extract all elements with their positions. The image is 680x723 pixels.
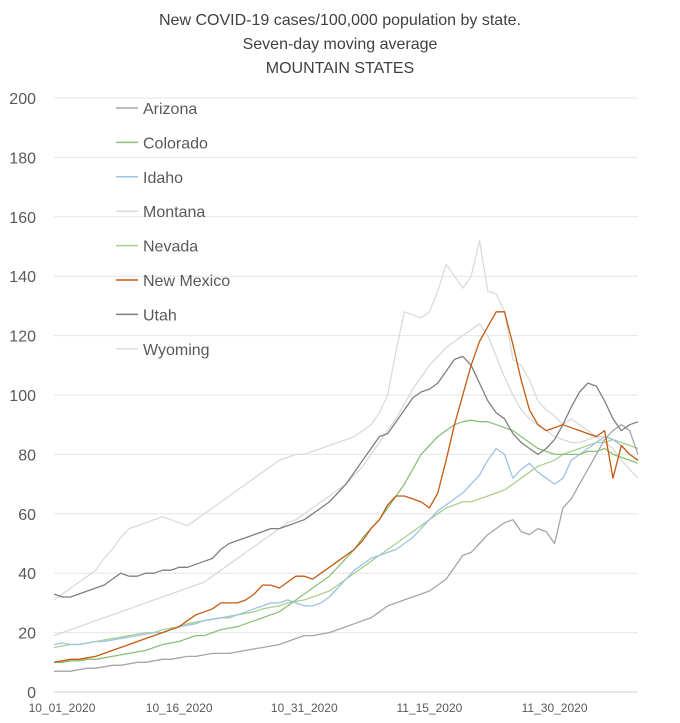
y-tick-label: 0 bbox=[27, 685, 36, 702]
y-tick-label: 140 bbox=[9, 269, 36, 286]
y-tick-label: 40 bbox=[18, 566, 36, 583]
series-line-wyoming bbox=[53, 239, 639, 601]
y-tick-label: 120 bbox=[9, 329, 36, 346]
y-tick-label: 100 bbox=[9, 388, 36, 405]
series-line-colorado bbox=[54, 419, 639, 663]
y-tick-label: 80 bbox=[18, 447, 36, 464]
legend-label: Nevada bbox=[143, 239, 198, 256]
x-tick-label: 10_16_2020 bbox=[146, 701, 213, 715]
y-tick-label: 200 bbox=[9, 91, 36, 108]
legend-label: Wyoming bbox=[143, 342, 210, 359]
series-line-utah bbox=[53, 355, 639, 598]
series-line-arizona bbox=[54, 424, 639, 672]
legend-label: Colorado bbox=[143, 135, 208, 152]
y-tick-label: 180 bbox=[9, 150, 36, 167]
legend-label: Montana bbox=[143, 204, 205, 221]
y-tick-label: 160 bbox=[9, 210, 36, 227]
series-line-idaho bbox=[53, 435, 639, 646]
series-line-new-mexico bbox=[53, 311, 639, 663]
x-tick-label: 11_15_2020 bbox=[396, 701, 462, 715]
x-tick-label: 11_30_2020 bbox=[522, 701, 588, 715]
legend-label: Arizona bbox=[143, 101, 197, 118]
series-line-montana bbox=[53, 323, 639, 637]
series-line-nevada bbox=[53, 438, 639, 649]
chart-title-line-3: MOUNTAIN STATES bbox=[265, 60, 415, 77]
x-tick-label: 10_01_2020 bbox=[29, 701, 96, 715]
chart-title-line-2: Seven-day moving average bbox=[242, 36, 438, 53]
y-tick-label: 20 bbox=[18, 626, 36, 643]
legend-label: Idaho bbox=[143, 170, 183, 187]
y-tick-label: 60 bbox=[18, 507, 36, 524]
legend-label: Utah bbox=[143, 307, 177, 324]
x-tick-label: 10_31_2020 bbox=[271, 701, 338, 715]
chart-title-line-1: New COVID-19 cases/100,000 population by… bbox=[159, 12, 521, 29]
legend-label: New Mexico bbox=[143, 273, 230, 290]
